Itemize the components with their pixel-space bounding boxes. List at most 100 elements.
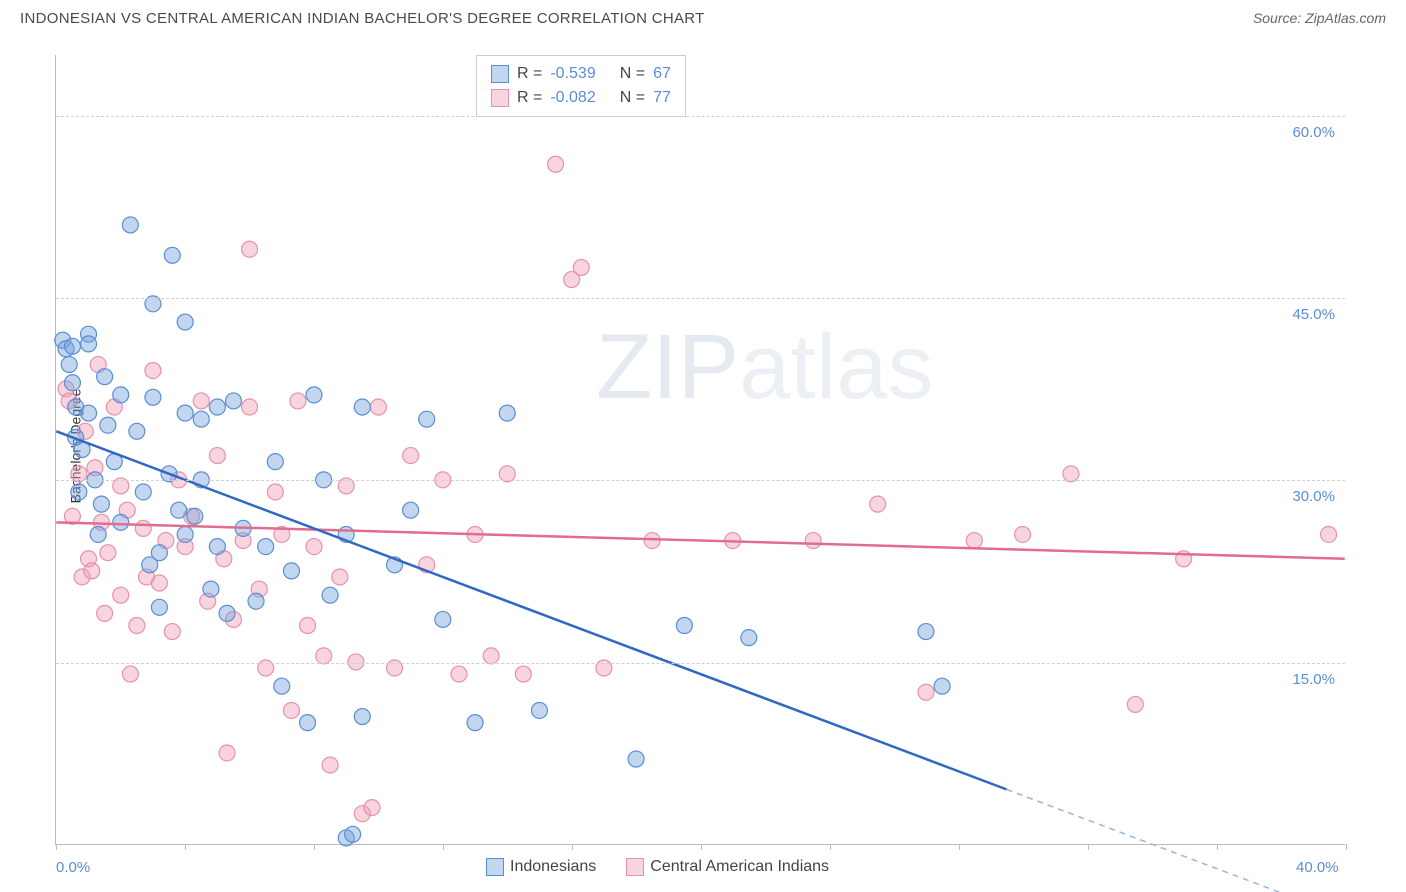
y-tick-label: 45.0%	[1292, 306, 1335, 323]
x-tick	[572, 844, 573, 850]
data-point	[93, 496, 109, 512]
data-point	[1015, 526, 1031, 542]
data-point	[322, 757, 338, 773]
data-point	[283, 563, 299, 579]
bottom-legend: Indonesians Central American Indians	[486, 858, 829, 876]
data-point	[84, 563, 100, 579]
chart-plot-area: ZIPatlas R = -0.539 N = 67 R = -0.082 N …	[55, 55, 1345, 845]
data-point	[209, 399, 225, 415]
legend-item-central-american: Central American Indians	[626, 858, 829, 876]
data-point	[435, 611, 451, 627]
data-point	[64, 375, 80, 391]
data-point	[151, 545, 167, 561]
x-tick	[1346, 844, 1347, 850]
y-tick-label: 30.0%	[1292, 488, 1335, 505]
data-point	[100, 417, 116, 433]
chart-title: INDONESIAN VS CENTRAL AMERICAN INDIAN BA…	[20, 10, 705, 27]
data-point	[219, 605, 235, 621]
data-point	[81, 405, 97, 421]
data-point	[370, 399, 386, 415]
swatch-central-american-icon	[626, 858, 644, 876]
swatch-indonesians	[491, 65, 509, 83]
data-point	[628, 751, 644, 767]
data-point	[135, 484, 151, 500]
gridline	[56, 663, 1345, 664]
data-point	[483, 648, 499, 664]
data-point	[306, 539, 322, 555]
stats-row-series-1: R = -0.539 N = 67	[491, 62, 671, 86]
data-point	[61, 357, 77, 373]
data-point	[122, 217, 138, 233]
data-point	[164, 624, 180, 640]
x-tick	[830, 844, 831, 850]
data-point	[345, 826, 361, 842]
swatch-central-american	[491, 89, 509, 107]
data-point	[548, 156, 564, 172]
data-point	[515, 666, 531, 682]
data-point	[300, 715, 316, 731]
trend-line	[56, 431, 1006, 789]
data-point	[1127, 696, 1143, 712]
data-point	[934, 678, 950, 694]
data-point	[203, 581, 219, 597]
data-point	[145, 363, 161, 379]
stats-legend-box: R = -0.539 N = 67 R = -0.082 N = 77	[476, 55, 686, 117]
data-point	[676, 618, 692, 634]
data-point	[129, 423, 145, 439]
data-point	[467, 715, 483, 731]
trend-line	[1006, 789, 1344, 892]
y-tick-label: 15.0%	[1292, 671, 1335, 688]
data-point	[419, 411, 435, 427]
data-point	[164, 247, 180, 263]
data-point	[290, 393, 306, 409]
data-point	[177, 314, 193, 330]
data-point	[71, 466, 87, 482]
data-point	[151, 575, 167, 591]
data-point	[499, 466, 515, 482]
data-point	[113, 587, 129, 603]
data-point	[225, 393, 241, 409]
data-point	[918, 684, 934, 700]
data-point	[90, 526, 106, 542]
data-point	[267, 454, 283, 470]
x-tick	[314, 844, 315, 850]
data-point	[242, 399, 258, 415]
data-point	[97, 369, 113, 385]
data-point	[145, 389, 161, 405]
data-point	[209, 539, 225, 555]
y-tick-label: 60.0%	[1292, 124, 1335, 141]
gridline	[56, 480, 1345, 481]
data-point	[306, 387, 322, 403]
x-tick-label: 0.0%	[56, 859, 90, 876]
data-point	[100, 545, 116, 561]
x-tick	[443, 844, 444, 850]
data-point	[177, 526, 193, 542]
source-attribution: Source: ZipAtlas.com	[1253, 10, 1386, 26]
data-point	[573, 259, 589, 275]
data-point	[248, 593, 264, 609]
stats-row-series-2: R = -0.082 N = 77	[491, 86, 671, 110]
x-tick-label: 40.0%	[1296, 859, 1339, 876]
data-point	[300, 618, 316, 634]
data-point	[187, 508, 203, 524]
data-point	[966, 533, 982, 549]
data-point	[258, 539, 274, 555]
data-point	[354, 399, 370, 415]
gridline	[56, 298, 1345, 299]
x-tick	[701, 844, 702, 850]
legend-label-central-american: Central American Indians	[650, 858, 829, 876]
data-point	[364, 800, 380, 816]
legend-label-indonesians: Indonesians	[510, 858, 596, 876]
scatter-svg	[56, 55, 1345, 844]
data-point	[209, 448, 225, 464]
data-point	[741, 630, 757, 646]
data-point	[274, 678, 290, 694]
data-point	[267, 484, 283, 500]
data-point	[64, 338, 80, 354]
data-point	[918, 624, 934, 640]
data-point	[177, 405, 193, 421]
data-point	[193, 411, 209, 427]
data-point	[219, 745, 235, 761]
data-point	[499, 405, 515, 421]
data-point	[403, 502, 419, 518]
